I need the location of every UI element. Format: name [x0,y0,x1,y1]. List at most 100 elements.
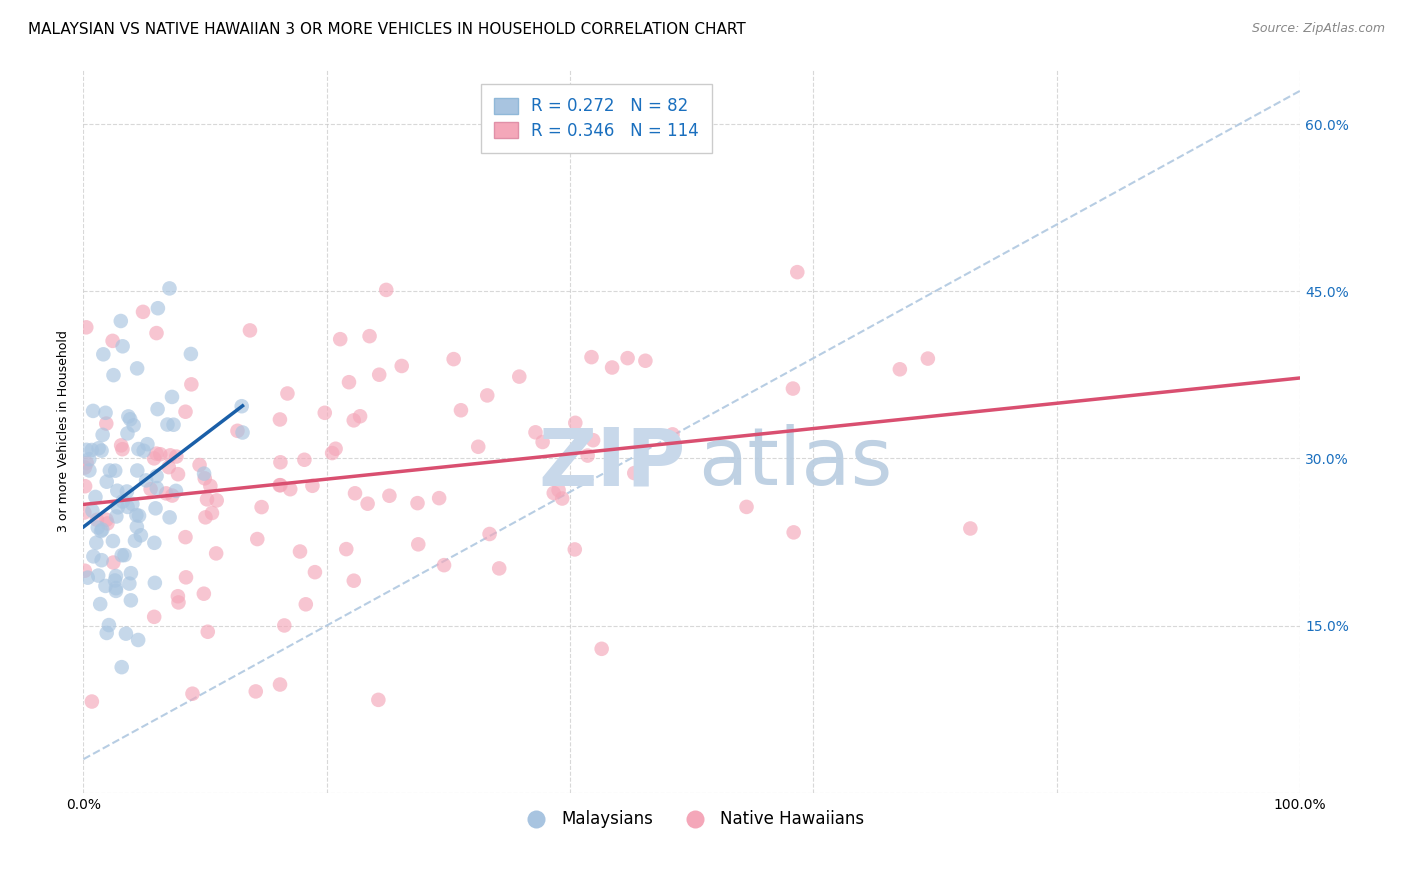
Point [467,440,489,454]
Point [180,377,202,392]
Point [889,362,911,376]
Point [122,418,145,433]
Point [73,460,96,475]
Point [226,424,249,438]
Point [75,320,97,334]
Point [157,460,180,475]
Point [87,442,110,456]
Point [139,482,162,496]
Point [314,406,336,420]
Point [359,329,381,343]
Point [111,442,134,457]
Point [477,388,499,402]
Point [145,469,167,483]
Point [125,520,148,534]
Point [581,350,603,364]
Point [115,626,138,640]
Point [508,369,530,384]
Point [118,576,141,591]
Text: ZIP: ZIP [538,425,686,502]
Point [194,471,217,485]
Point [194,510,217,524]
Point [105,483,128,498]
Point [104,464,127,478]
Point [450,403,472,417]
Point [531,435,554,450]
Point [165,483,187,498]
Point [87,568,110,582]
Point [232,425,254,440]
Text: MALAYSIAN VS NATIVE HAWAIIAN 3 OR MORE VEHICLES IN HOUSEHOLD CORRELATION CHART: MALAYSIAN VS NATIVE HAWAIIAN 3 OR MORE V… [28,22,745,37]
Point [343,574,366,588]
Point [433,558,456,573]
Point [96,417,118,431]
Point [76,442,98,457]
Point [128,508,150,523]
Point [79,463,101,477]
Point [125,508,148,522]
Point [167,467,190,482]
Point [391,359,413,373]
Point [73,506,96,520]
Point [76,571,98,585]
Point [145,501,167,516]
Point [149,447,172,461]
Point [273,618,295,632]
Point [96,475,118,489]
Point [117,426,139,441]
Point [269,478,291,492]
Point [101,334,124,348]
Point [84,490,107,504]
Point [103,368,125,383]
Text: atlas: atlas [697,425,893,502]
Point [174,530,197,544]
Point [329,332,352,346]
Point [343,486,366,500]
Point [188,458,211,472]
Point [582,434,605,448]
Point [117,409,139,424]
Point [304,565,326,579]
Point [76,456,98,470]
Point [201,506,224,520]
Point [105,509,128,524]
Point [343,413,366,427]
Point [96,516,118,531]
Point [89,597,111,611]
Point [120,593,142,607]
Point [146,402,169,417]
Point [104,583,127,598]
Point [90,524,112,538]
Point [136,437,159,451]
Point [159,281,181,295]
Point [127,361,149,376]
Point [132,305,155,319]
Point [543,486,565,500]
Point [111,548,134,562]
Point [368,368,391,382]
Point [98,463,121,477]
Legend: Malaysians, Native Hawaiians: Malaysians, Native Hawaiians [513,804,870,835]
Point [367,693,389,707]
Point [104,569,127,583]
Point [117,500,139,514]
Point [143,451,166,466]
Point [111,494,134,508]
Point [91,347,114,361]
Point [200,479,222,493]
Point [143,610,166,624]
Point [143,575,166,590]
Point [159,448,181,462]
Point [94,579,117,593]
Point [127,463,149,477]
Point [250,500,273,514]
Point [269,677,291,691]
Y-axis label: 3 or more Vehicles in Household: 3 or more Vehicles in Household [58,330,70,532]
Point [165,450,187,464]
Point [160,390,183,404]
Point [195,492,218,507]
Point [197,624,219,639]
Point [193,587,215,601]
Point [193,467,215,481]
Point [111,660,134,674]
